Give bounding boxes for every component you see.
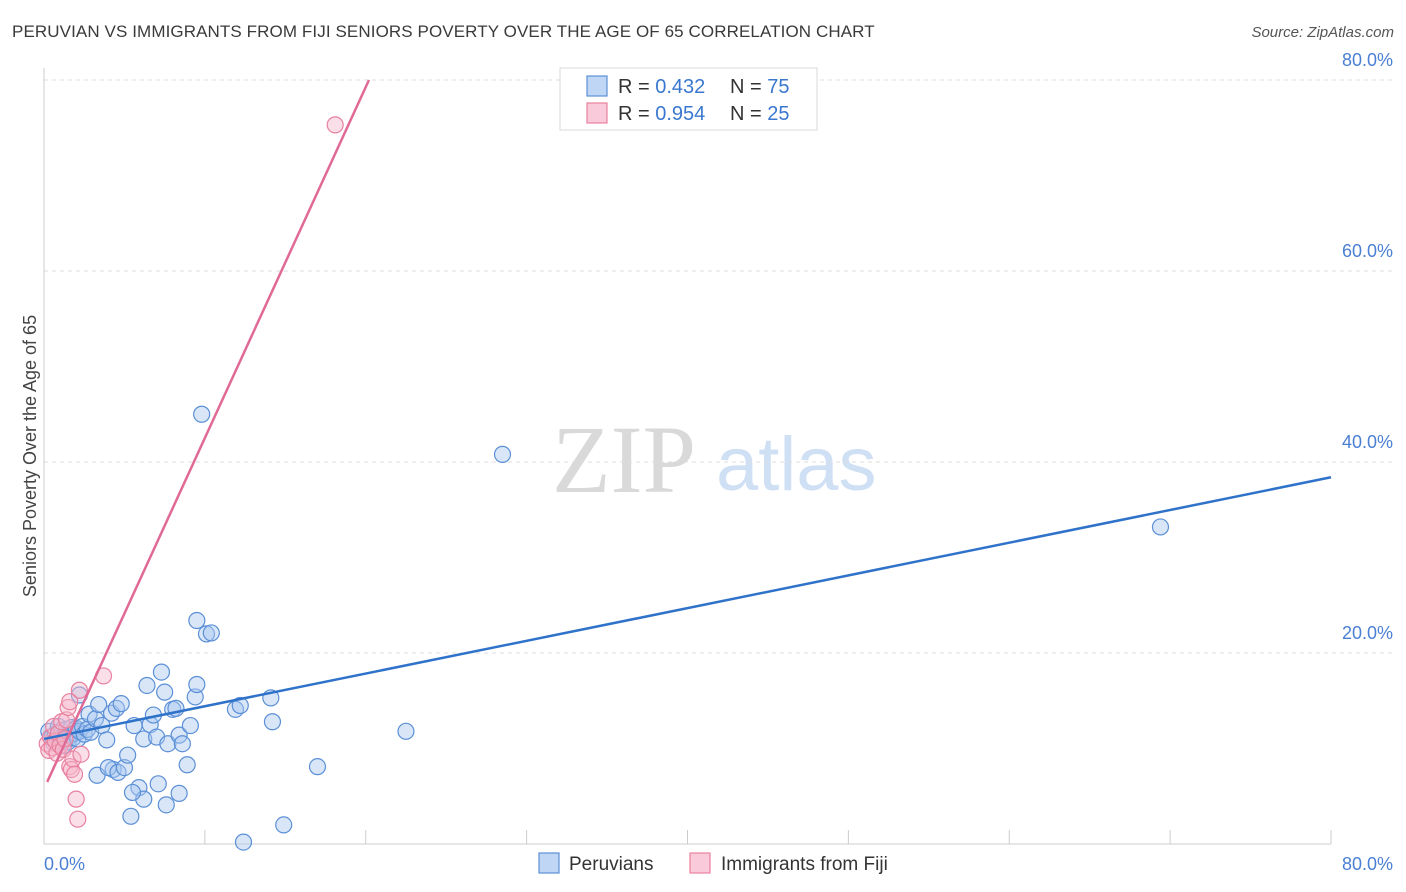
svg-text:N = 75: N = 75	[730, 76, 790, 98]
legend-r-label: R =	[618, 76, 655, 98]
point-fiji	[69, 810, 87, 828]
point-fiji	[65, 765, 84, 783]
point-peruvians	[231, 696, 249, 715]
bottom-legend-swatch-fiji	[689, 852, 711, 874]
source-credit: Source: ZipAtlas.com	[1251, 24, 1394, 41]
trend-line-fiji	[46, 79, 371, 783]
point-peruvians	[122, 807, 140, 825]
point-peruvians	[135, 730, 153, 748]
point-peruvians	[107, 699, 125, 717]
chart-title: PERUVIAN VS IMMIGRANTS FROM FIJI SENIORS…	[12, 22, 875, 41]
y-tick-label-20: 20.0%	[1342, 623, 1393, 643]
legend-series: Peruvians Immigrants from Fiji	[538, 852, 888, 875]
legend-r-value-peruvians: 0.432	[655, 76, 705, 98]
grid-lines	[44, 79, 1393, 654]
trend-line-peruvians	[43, 476, 1332, 741]
point-peruvians	[170, 784, 188, 802]
point-peruvians	[186, 688, 204, 706]
point-peruvians	[86, 710, 105, 728]
legend-r-value-fiji: 0.954	[655, 103, 705, 125]
point-peruvians	[138, 676, 156, 695]
point-fiji	[67, 790, 85, 808]
svg-text:R = 0.954: R = 0.954	[618, 103, 705, 125]
legend-swatch-peruvians	[586, 75, 608, 97]
point-peruvians	[181, 716, 199, 735]
legend-n-label: N =	[730, 103, 767, 125]
point-peruvians	[157, 796, 175, 814]
bottom-legend-label-peruvians: Peruvians	[569, 854, 654, 875]
point-peruvians	[308, 758, 327, 776]
bottom-legend-label-fiji: Immigrants from Fiji	[721, 854, 888, 875]
point-peruvians	[149, 775, 167, 793]
legend-n-label: N =	[730, 76, 767, 98]
legend-n-value-peruvians: 75	[767, 76, 789, 98]
point-peruvians	[193, 405, 211, 423]
bottom-legend-swatch-peruvians	[538, 852, 560, 874]
point-peruvians	[152, 663, 171, 681]
point-peruvians	[263, 713, 282, 731]
point-peruvians	[202, 624, 220, 642]
point-peruvians	[188, 675, 206, 694]
point-peruvians	[397, 722, 415, 740]
legend-stats: R = 0.432 N = 75 R = 0.954 N = 25	[559, 67, 818, 131]
y-tick-label-80: 80.0%	[1342, 50, 1393, 70]
point-peruvians	[98, 731, 116, 749]
y-axis-label: Seniors Poverty Over the Age of 65	[20, 315, 40, 597]
series-fiji-points	[38, 116, 344, 828]
x-tick-label-max: 80.0%	[1342, 854, 1393, 874]
watermark-zip: ZIP	[552, 406, 696, 513]
point-peruvians	[112, 695, 130, 713]
x-tick-label-min: 0.0%	[44, 854, 85, 874]
point-peruvians	[119, 746, 137, 764]
y-tick-label-40: 40.0%	[1342, 432, 1393, 452]
point-peruvians	[188, 611, 206, 630]
svg-text:N = 25: N = 25	[730, 103, 790, 125]
point-fiji	[72, 745, 90, 763]
point-peruvians	[493, 445, 512, 463]
legend-r-label: R =	[618, 103, 655, 125]
y-tick-label-60: 60.0%	[1342, 241, 1393, 261]
point-fiji	[70, 681, 88, 699]
legend-n-value-fiji: 25	[767, 103, 789, 125]
point-fiji	[61, 693, 79, 711]
point-fiji	[326, 116, 344, 134]
point-peruvians	[234, 833, 253, 851]
legend-swatch-fiji	[586, 102, 608, 124]
point-peruvians	[275, 816, 293, 834]
point-peruvians	[90, 695, 108, 714]
watermark-atlas: atlas	[716, 422, 877, 507]
point-peruvians	[156, 683, 174, 701]
svg-text:R = 0.432: R = 0.432	[618, 76, 705, 98]
point-peruvians	[123, 783, 142, 802]
x-axis-ticks	[204, 830, 1332, 844]
point-peruvians	[173, 735, 191, 753]
point-peruvians	[178, 756, 196, 774]
point-peruvians	[1151, 518, 1170, 536]
